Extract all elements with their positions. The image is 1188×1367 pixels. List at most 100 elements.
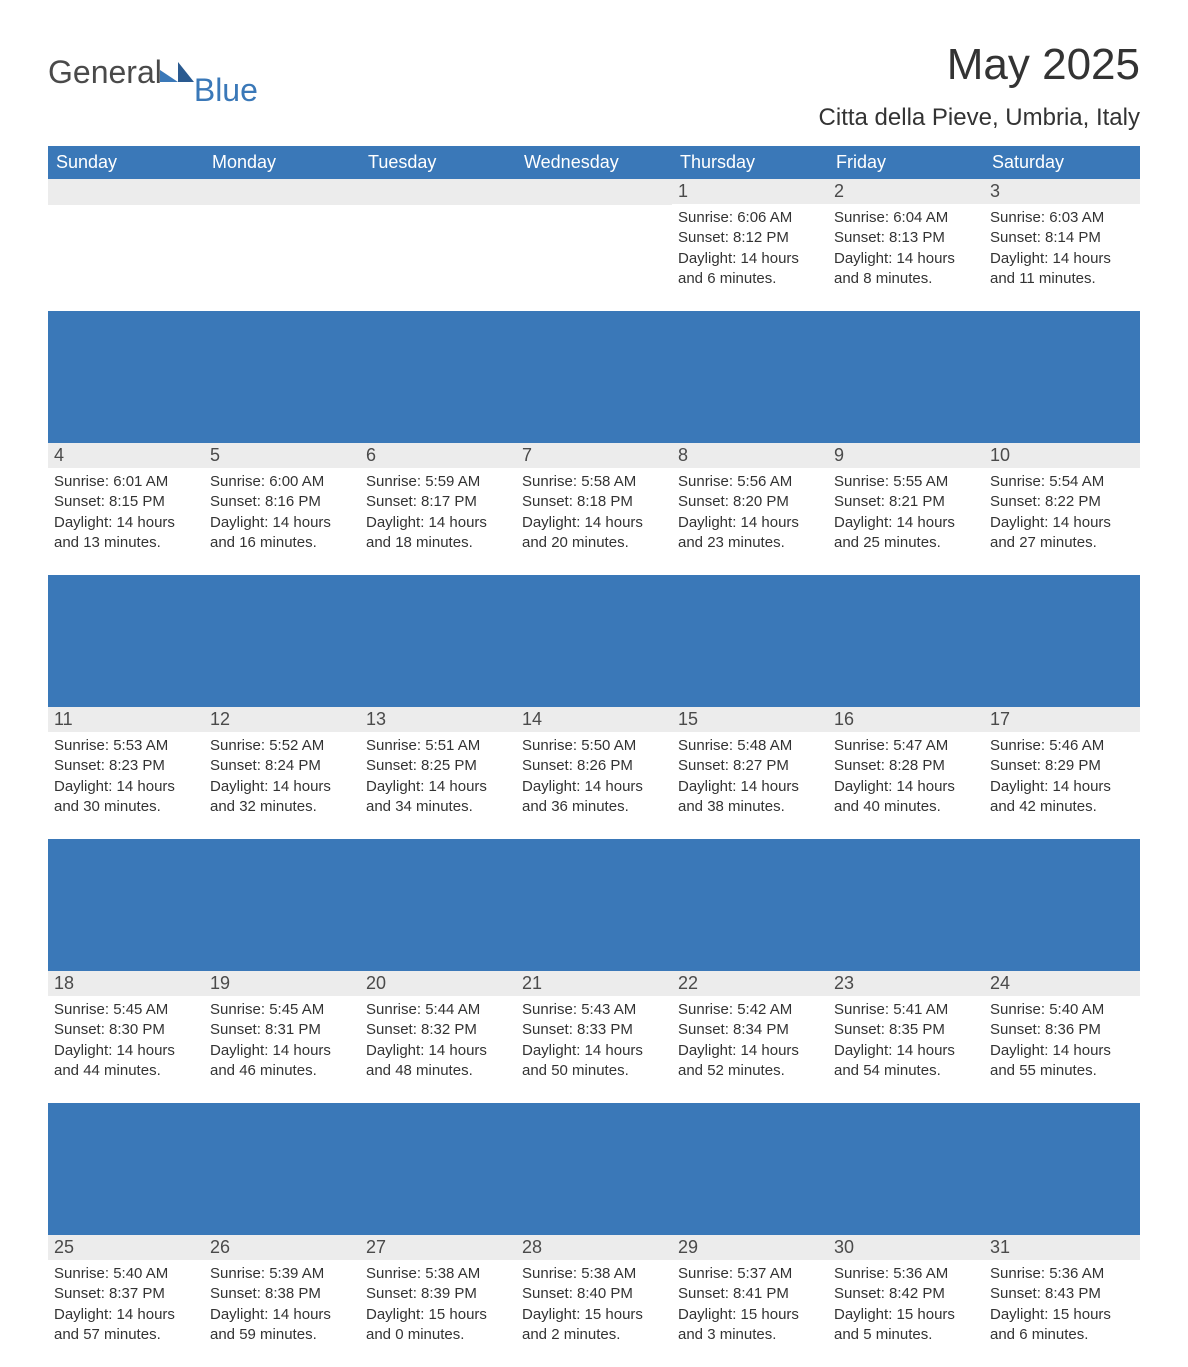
- day-number: 5: [204, 443, 360, 468]
- calendar-body: 1Sunrise: 6:06 AMSunset: 8:12 PMDaylight…: [48, 179, 1140, 1367]
- calendar-empty-cell: [360, 179, 516, 311]
- daylight-text: Daylight: 14 hours and 30 minutes.: [54, 777, 198, 818]
- sunrise-text: Sunrise: 5:41 AM: [834, 1000, 978, 1020]
- sunrise-text: Sunrise: 5:45 AM: [210, 1000, 354, 1020]
- daylight-text: Daylight: 14 hours and 23 minutes.: [678, 513, 822, 554]
- day-number: 17: [984, 707, 1140, 732]
- sunset-text: Sunset: 8:30 PM: [54, 1020, 198, 1040]
- day-number: 2: [828, 179, 984, 204]
- sunset-text: Sunset: 8:13 PM: [834, 228, 978, 248]
- sunrise-text: Sunrise: 5:55 AM: [834, 472, 978, 492]
- sunset-text: Sunset: 8:21 PM: [834, 492, 978, 512]
- logo-word-2: Blue: [194, 72, 258, 109]
- sunrise-text: Sunrise: 5:40 AM: [990, 1000, 1134, 1020]
- logo: General Blue: [48, 40, 264, 91]
- sunrise-text: Sunrise: 5:36 AM: [990, 1264, 1134, 1284]
- day-details: Sunrise: 5:40 AMSunset: 8:36 PMDaylight:…: [984, 996, 1140, 1087]
- weekday-header: Tuesday: [360, 146, 516, 179]
- day-details: Sunrise: 5:36 AMSunset: 8:43 PMDaylight:…: [984, 1260, 1140, 1351]
- day-number: 4: [48, 443, 204, 468]
- sunset-text: Sunset: 8:20 PM: [678, 492, 822, 512]
- sunset-text: Sunset: 8:29 PM: [990, 756, 1134, 776]
- daylight-text: Daylight: 14 hours and 25 minutes.: [834, 513, 978, 554]
- sunset-text: Sunset: 8:24 PM: [210, 756, 354, 776]
- calendar-day-cell: 5Sunrise: 6:00 AMSunset: 8:16 PMDaylight…: [204, 443, 360, 575]
- daylight-text: Daylight: 14 hours and 18 minutes.: [366, 513, 510, 554]
- calendar-day-cell: 31Sunrise: 5:36 AMSunset: 8:43 PMDayligh…: [984, 1235, 1140, 1367]
- day-details: Sunrise: 5:55 AMSunset: 8:21 PMDaylight:…: [828, 468, 984, 559]
- daylight-text: Daylight: 15 hours and 3 minutes.: [678, 1305, 822, 1346]
- page-header: General Blue May 2025 Citta della Pieve,…: [48, 40, 1140, 140]
- day-number: 9: [828, 443, 984, 468]
- empty-day-header: [204, 179, 360, 205]
- title-block: May 2025 Citta della Pieve, Umbria, Ital…: [819, 40, 1140, 140]
- day-number: 24: [984, 971, 1140, 996]
- sunset-text: Sunset: 8:36 PM: [990, 1020, 1134, 1040]
- sunrise-text: Sunrise: 6:03 AM: [990, 208, 1134, 228]
- weekday-header: Monday: [204, 146, 360, 179]
- day-details: Sunrise: 5:58 AMSunset: 8:18 PMDaylight:…: [516, 468, 672, 559]
- weekday-header-row: SundayMondayTuesdayWednesdayThursdayFrid…: [48, 146, 1140, 179]
- sunrise-text: Sunrise: 5:54 AM: [990, 472, 1134, 492]
- sunset-text: Sunset: 8:33 PM: [522, 1020, 666, 1040]
- daylight-text: Daylight: 14 hours and 59 minutes.: [210, 1305, 354, 1346]
- calendar-day-cell: 27Sunrise: 5:38 AMSunset: 8:39 PMDayligh…: [360, 1235, 516, 1367]
- sunset-text: Sunset: 8:31 PM: [210, 1020, 354, 1040]
- day-details: Sunrise: 6:04 AMSunset: 8:13 PMDaylight:…: [828, 204, 984, 295]
- calendar-day-cell: 24Sunrise: 5:40 AMSunset: 8:36 PMDayligh…: [984, 971, 1140, 1103]
- sunset-text: Sunset: 8:28 PM: [834, 756, 978, 776]
- sunset-text: Sunset: 8:18 PM: [522, 492, 666, 512]
- day-number: 27: [360, 1235, 516, 1260]
- weekday-header: Wednesday: [516, 146, 672, 179]
- sunrise-text: Sunrise: 5:42 AM: [678, 1000, 822, 1020]
- daylight-text: Daylight: 15 hours and 5 minutes.: [834, 1305, 978, 1346]
- daylight-text: Daylight: 14 hours and 57 minutes.: [54, 1305, 198, 1346]
- sunset-text: Sunset: 8:23 PM: [54, 756, 198, 776]
- sunset-text: Sunset: 8:39 PM: [366, 1284, 510, 1304]
- daylight-text: Daylight: 15 hours and 2 minutes.: [522, 1305, 666, 1346]
- empty-day-header: [360, 179, 516, 205]
- week-separator-cell: [48, 839, 1140, 971]
- daylight-text: Daylight: 14 hours and 34 minutes.: [366, 777, 510, 818]
- calendar-day-cell: 1Sunrise: 6:06 AMSunset: 8:12 PMDaylight…: [672, 179, 828, 311]
- calendar-day-cell: 10Sunrise: 5:54 AMSunset: 8:22 PMDayligh…: [984, 443, 1140, 575]
- day-number: 26: [204, 1235, 360, 1260]
- day-number: 1: [672, 179, 828, 204]
- sunrise-text: Sunrise: 5:45 AM: [54, 1000, 198, 1020]
- sunrise-text: Sunrise: 6:01 AM: [54, 472, 198, 492]
- calendar-day-cell: 6Sunrise: 5:59 AMSunset: 8:17 PMDaylight…: [360, 443, 516, 575]
- calendar-table: SundayMondayTuesdayWednesdayThursdayFrid…: [48, 146, 1140, 1367]
- sunrise-text: Sunrise: 5:43 AM: [522, 1000, 666, 1020]
- day-number: 15: [672, 707, 828, 732]
- day-details: Sunrise: 5:38 AMSunset: 8:39 PMDaylight:…: [360, 1260, 516, 1351]
- day-details: Sunrise: 5:46 AMSunset: 8:29 PMDaylight:…: [984, 732, 1140, 823]
- calendar-day-cell: 25Sunrise: 5:40 AMSunset: 8:37 PMDayligh…: [48, 1235, 204, 1367]
- day-number: 31: [984, 1235, 1140, 1260]
- sunset-text: Sunset: 8:34 PM: [678, 1020, 822, 1040]
- sunrise-text: Sunrise: 5:46 AM: [990, 736, 1134, 756]
- calendar-week-row: 25Sunrise: 5:40 AMSunset: 8:37 PMDayligh…: [48, 1235, 1140, 1367]
- daylight-text: Daylight: 14 hours and 13 minutes.: [54, 513, 198, 554]
- calendar-day-cell: 29Sunrise: 5:37 AMSunset: 8:41 PMDayligh…: [672, 1235, 828, 1367]
- daylight-text: Daylight: 14 hours and 48 minutes.: [366, 1041, 510, 1082]
- empty-day-header: [48, 179, 204, 205]
- sunrise-text: Sunrise: 5:59 AM: [366, 472, 510, 492]
- sunset-text: Sunset: 8:27 PM: [678, 756, 822, 776]
- day-details: Sunrise: 5:42 AMSunset: 8:34 PMDaylight:…: [672, 996, 828, 1087]
- sunset-text: Sunset: 8:25 PM: [366, 756, 510, 776]
- calendar-day-cell: 9Sunrise: 5:55 AMSunset: 8:21 PMDaylight…: [828, 443, 984, 575]
- calendar-day-cell: 30Sunrise: 5:36 AMSunset: 8:42 PMDayligh…: [828, 1235, 984, 1367]
- daylight-text: Daylight: 14 hours and 16 minutes.: [210, 513, 354, 554]
- sunrise-text: Sunrise: 5:50 AM: [522, 736, 666, 756]
- day-details: Sunrise: 5:45 AMSunset: 8:30 PMDaylight:…: [48, 996, 204, 1087]
- day-number: 30: [828, 1235, 984, 1260]
- calendar-day-cell: 4Sunrise: 6:01 AMSunset: 8:15 PMDaylight…: [48, 443, 204, 575]
- day-details: Sunrise: 6:00 AMSunset: 8:16 PMDaylight:…: [204, 468, 360, 559]
- sunset-text: Sunset: 8:22 PM: [990, 492, 1134, 512]
- day-details: Sunrise: 5:52 AMSunset: 8:24 PMDaylight:…: [204, 732, 360, 823]
- logo-word-1: General: [48, 54, 162, 91]
- daylight-text: Daylight: 14 hours and 20 minutes.: [522, 513, 666, 554]
- calendar-day-cell: 16Sunrise: 5:47 AMSunset: 8:28 PMDayligh…: [828, 707, 984, 839]
- day-details: Sunrise: 5:45 AMSunset: 8:31 PMDaylight:…: [204, 996, 360, 1087]
- calendar-day-cell: 3Sunrise: 6:03 AMSunset: 8:14 PMDaylight…: [984, 179, 1140, 311]
